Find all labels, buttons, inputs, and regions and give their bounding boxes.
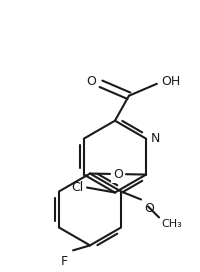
Text: F: F: [61, 255, 68, 268]
Text: O: O: [144, 202, 154, 215]
Text: Cl: Cl: [71, 181, 83, 194]
Text: O: O: [86, 75, 96, 88]
Text: CH₃: CH₃: [161, 220, 182, 230]
Text: O: O: [113, 168, 123, 181]
Text: OH: OH: [161, 75, 180, 88]
Text: N: N: [151, 132, 160, 145]
